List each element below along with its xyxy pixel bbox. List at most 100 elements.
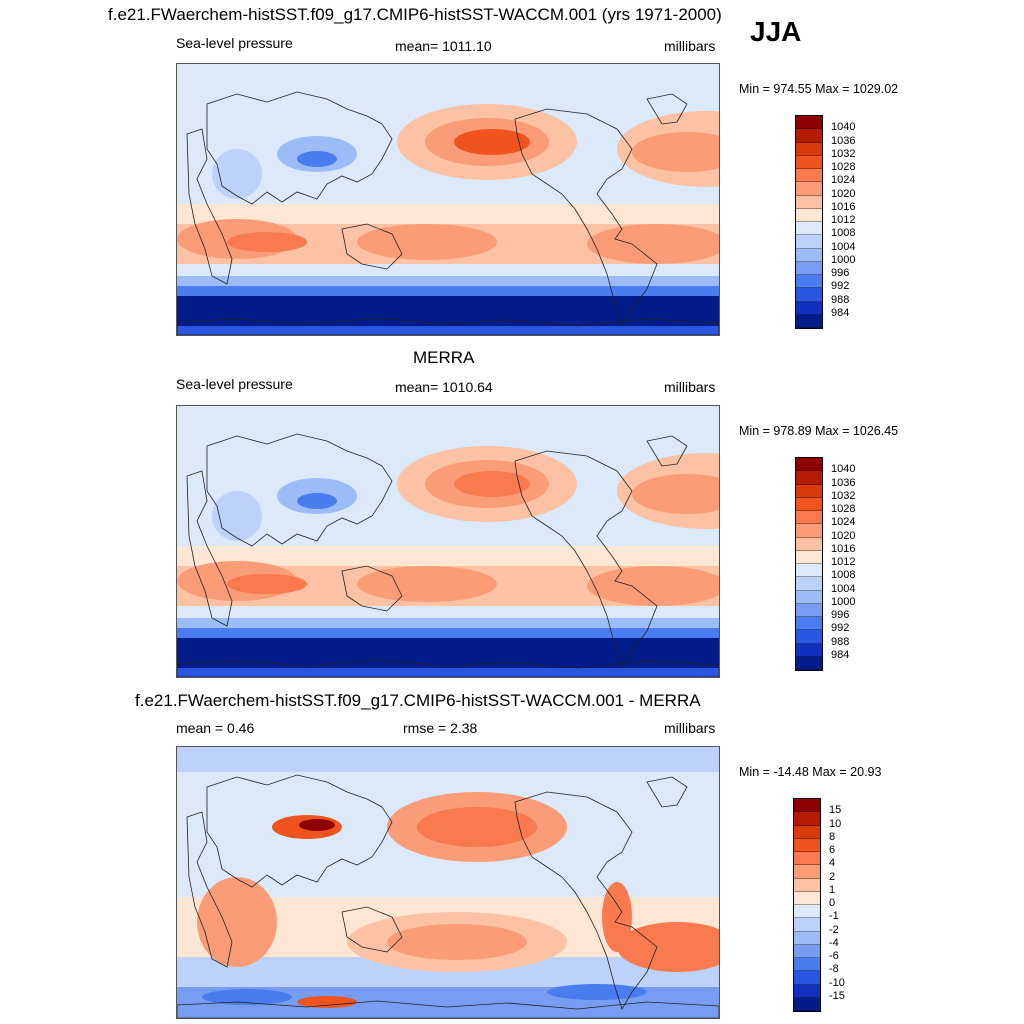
colorbar-tick-label: -15 xyxy=(829,989,845,1002)
panel-obs-title: MERRA xyxy=(413,348,475,367)
panel-model-variable: Sea-level pressure xyxy=(176,35,293,51)
panel-diff-title: f.e21.FWaerchem-histSST.f09_g17.CMIP6-hi… xyxy=(135,691,701,710)
colorbar-swatch xyxy=(796,248,822,262)
colorbar-swatch xyxy=(794,905,820,919)
colorbar-swatches xyxy=(795,115,823,329)
colorbar-swatch xyxy=(794,865,820,879)
colorbar-tick-label: -1 xyxy=(829,910,839,923)
panel-diff-mean: mean = 0.46 xyxy=(176,720,255,736)
colorbar-swatch xyxy=(794,891,820,905)
colorbar-swatches xyxy=(795,457,823,671)
colorbar-tick-label: 1008 xyxy=(831,569,856,582)
colorbar-swatch xyxy=(794,984,820,998)
colorbar-tick-label: 992 xyxy=(831,280,850,293)
colorbar-swatch xyxy=(796,603,822,617)
colorbar-swatch xyxy=(796,275,822,289)
colorbar-swatch xyxy=(794,918,820,932)
colorbar-swatch xyxy=(796,511,822,525)
panel-obs-mean: mean= 1010.64 xyxy=(395,379,493,395)
colorbar-tick-label: 1012 xyxy=(831,214,856,226)
colorbar-swatch xyxy=(796,142,822,156)
contour-map xyxy=(177,406,719,677)
colorbar-tick-label: 1024 xyxy=(831,516,856,529)
colorbar-tick-label: 1016 xyxy=(831,200,856,213)
colorbar-tick-label: 8 xyxy=(829,830,836,843)
colorbar-swatch xyxy=(796,550,822,564)
colorbar-swatch xyxy=(796,630,822,644)
contour-map xyxy=(177,747,719,1018)
panel-obs-map xyxy=(176,405,720,678)
colorbar-swatch xyxy=(796,129,822,143)
figure-title: f.e21.FWaerchem-histSST.f09_g17.CMIP6-hi… xyxy=(108,5,722,24)
colorbar-tick-label: 1000 xyxy=(831,595,856,608)
colorbar-tick-label: -2 xyxy=(829,923,839,936)
colorbar-swatch xyxy=(796,458,822,472)
colorbar-swatch xyxy=(794,958,820,972)
colorbar-swatch xyxy=(794,931,820,945)
panel-obs-units: millibars xyxy=(664,379,716,395)
colorbar-swatch xyxy=(796,288,822,302)
colorbar-tick-label: 6 xyxy=(829,844,836,856)
colorbar-swatch xyxy=(794,838,820,852)
panel-model-mean: mean= 1011.10 xyxy=(395,38,492,54)
colorbar-tick-label: -10 xyxy=(829,976,845,989)
colorbar-swatch xyxy=(796,577,822,591)
colorbar-swatch xyxy=(794,944,820,958)
colorbar-swatch xyxy=(796,617,822,631)
colorbar-tick-label: 4 xyxy=(829,857,836,870)
colorbar-swatch xyxy=(796,169,822,183)
colorbar-swatch xyxy=(796,643,822,657)
panel-diff-rmse: rmse = 2.38 xyxy=(403,720,478,736)
colorbar-swatch xyxy=(796,195,822,209)
panel-diff-minmax: Min = -14.48 Max = 20.93 xyxy=(739,765,882,779)
colorbar-tick-label: 1032 xyxy=(831,489,856,502)
colorbar-tick-label: 1008 xyxy=(831,227,856,240)
colorbar-tick-label: -6 xyxy=(829,950,839,962)
colorbar-swatch xyxy=(796,155,822,169)
colorbar-tick-label: 992 xyxy=(831,622,850,635)
colorbar-tick-label: 1028 xyxy=(831,503,856,515)
colorbar-tick-label: 1028 xyxy=(831,161,856,173)
colorbar-tick-label: 0 xyxy=(829,897,836,909)
colorbar-swatch xyxy=(796,471,822,485)
colorbar-tick-label: -8 xyxy=(829,963,839,976)
panel-obs-minmax: Min = 978.89 Max = 1026.45 xyxy=(739,424,899,438)
colorbar-swatch xyxy=(796,484,822,498)
colorbar-tick-label: -4 xyxy=(829,936,839,949)
colorbar-tick-label: 2 xyxy=(829,870,836,883)
colorbar-tick-label: 1036 xyxy=(831,476,856,489)
season-label: JJA xyxy=(750,16,802,47)
colorbar-swatch xyxy=(796,537,822,551)
colorbar-swatch xyxy=(796,314,822,328)
colorbar-swatch xyxy=(796,235,822,249)
panel-diff-map xyxy=(176,746,720,1019)
contour-map xyxy=(177,64,719,335)
colorbar-tick-label: 996 xyxy=(831,267,850,279)
panel-obs-variable: Sea-level pressure xyxy=(176,376,293,392)
colorbar-swatch xyxy=(796,208,822,222)
colorbar-tick-label: 984 xyxy=(831,648,850,661)
colorbar-tick-label: 1012 xyxy=(831,556,856,568)
colorbar-swatch xyxy=(796,182,822,196)
colorbar-swatch xyxy=(796,261,822,275)
colorbar-swatches xyxy=(793,798,821,1012)
colorbar-tick-label: 1004 xyxy=(831,582,856,595)
colorbar-tick-label: 996 xyxy=(831,609,850,621)
colorbar-tick-label: 1016 xyxy=(831,542,856,555)
colorbar-swatch xyxy=(794,878,820,892)
colorbar-swatch xyxy=(794,812,820,826)
colorbar-swatch xyxy=(796,564,822,578)
panel-diff-units: millibars xyxy=(664,720,716,736)
colorbar-tick-label: 1020 xyxy=(831,187,856,200)
colorbar-tick-label: 10 xyxy=(829,817,842,830)
colorbar-tick-label: 1004 xyxy=(831,240,856,253)
colorbar-swatch xyxy=(796,590,822,604)
colorbar-swatch xyxy=(794,825,820,839)
colorbar-tick-label: 988 xyxy=(831,293,850,306)
colorbar-tick-label: 1032 xyxy=(831,147,856,160)
colorbar-tick-label: 988 xyxy=(831,635,850,648)
colorbar-tick-label: 1036 xyxy=(831,134,856,147)
colorbar-swatch xyxy=(794,971,820,985)
colorbar-swatch xyxy=(794,997,820,1011)
panel-model-map xyxy=(176,63,720,336)
